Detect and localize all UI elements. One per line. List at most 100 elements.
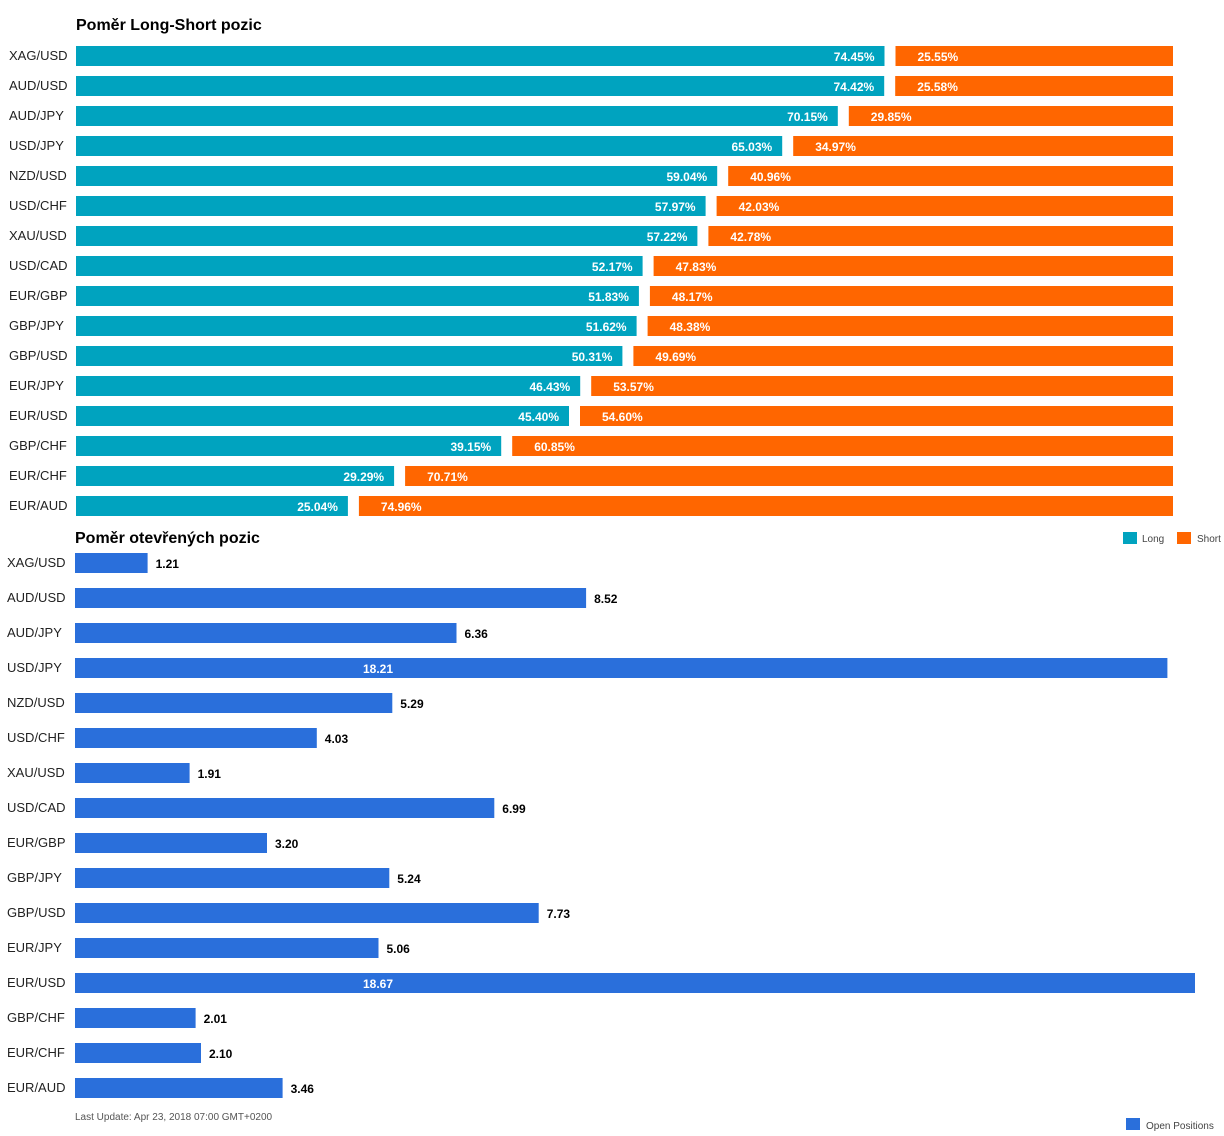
open-positions-legend: Open Positions [1126, 1118, 1214, 1132]
open-positions-bar-aud-jpy [75, 623, 457, 643]
long-value-label-eur-usd: 45.40% [518, 410, 559, 424]
long-bar-usd-cad [76, 256, 643, 276]
ls-category-label-aud-usd: AUD/USD [9, 78, 68, 93]
last-update-text: Last Update: Apr 23, 2018 07:00 GMT+0200 [75, 1112, 273, 1123]
long-value-label-nzd-usd: 59.04% [666, 170, 707, 184]
long-value-label-gbp-jpy: 51.62% [586, 320, 627, 334]
open-positions-value-label-gbp-jpy: 5.24 [397, 872, 421, 886]
ls-category-label-usd-cad: USD/CAD [9, 258, 68, 273]
long-bar-gbp-usd [76, 346, 623, 366]
short-bar-eur-usd [580, 406, 1173, 426]
long-bar-usd-chf [76, 196, 706, 216]
long-bar-eur-aud [76, 496, 348, 516]
open-positions-bars: XAG/USD 1.21 AUD/USD 8.52 AUD/JPY 6.36 USD/JPY… [7, 553, 1195, 1098]
op-category-label-gbp-chf: GBP/CHF [7, 1010, 65, 1025]
open-positions-value-label-gbp-chf: 2.01 [204, 1012, 228, 1026]
short-value-label-usd-cad: 47.83% [676, 260, 717, 274]
open-positions-bar-nzd-usd [75, 693, 393, 713]
short-bar-gbp-usd [633, 346, 1173, 366]
open-positions-bar-aud-usd [75, 588, 587, 608]
short-value-label-usd-jpy: 34.97% [815, 140, 856, 154]
short-bar-xag-usd [895, 46, 1173, 66]
long-short-bars: XAG/USD 74.45% 25.55% AUD/USD 74.42% 25.58% AU… [9, 46, 1174, 516]
long-value-label-gbp-usd: 50.31% [572, 350, 613, 364]
legend-long-label: Long [1142, 534, 1164, 545]
legend-short-swatch [1177, 532, 1191, 544]
short-bar-usd-chf [716, 196, 1173, 216]
legend-long-swatch [1123, 532, 1137, 544]
op-category-label-usd-jpy: USD/JPY [7, 660, 62, 675]
open-positions-bar-gbp-jpy [75, 868, 390, 888]
long-bar-eur-chf [76, 466, 395, 486]
open-positions-bar-eur-usd [75, 973, 1195, 993]
short-bar-gbp-jpy [647, 316, 1173, 336]
short-value-label-gbp-chf: 60.85% [534, 440, 575, 454]
open-positions-bar-xau-usd [75, 763, 190, 783]
long-bar-aud-jpy [76, 106, 838, 126]
op-category-label-nzd-usd: NZD/USD [7, 695, 65, 710]
op-category-label-eur-aud: EUR/AUD [7, 1080, 66, 1095]
open-positions-chart-title: Poměr otevřených pozic [75, 530, 260, 547]
open-positions-value-label-usd-cad: 6.99 [502, 802, 526, 816]
open-positions-bar-usd-cad [75, 798, 495, 818]
long-bar-aud-usd [76, 76, 885, 96]
long-value-label-gbp-chf: 39.15% [450, 440, 491, 454]
ls-category-label-usd-jpy: USD/JPY [9, 138, 64, 153]
long-value-label-eur-aud: 25.04% [297, 500, 338, 514]
open-positions-value-label-gbp-usd: 7.73 [547, 907, 571, 921]
short-value-label-gbp-jpy: 48.38% [670, 320, 711, 334]
long-value-label-eur-chf: 29.29% [343, 470, 384, 484]
op-category-label-usd-chf: USD/CHF [7, 730, 65, 745]
ls-category-label-nzd-usd: NZD/USD [9, 168, 67, 183]
ls-category-label-eur-usd: EUR/USD [9, 408, 68, 423]
op-category-label-eur-chf: EUR/CHF [7, 1045, 65, 1060]
long-bar-nzd-usd [76, 166, 718, 186]
short-bar-gbp-chf [512, 436, 1173, 456]
short-value-label-eur-jpy: 53.57% [613, 380, 654, 394]
long-bar-xag-usd [76, 46, 885, 66]
long-value-label-aud-jpy: 70.15% [787, 110, 828, 124]
short-bar-eur-chf [405, 466, 1174, 486]
ls-category-label-xau-usd: XAU/USD [9, 228, 67, 243]
short-value-label-aud-jpy: 29.85% [871, 110, 912, 124]
op-category-label-xau-usd: XAU/USD [7, 765, 65, 780]
open-positions-value-label-aud-usd: 8.52 [594, 592, 618, 606]
ls-category-label-gbp-usd: GBP/USD [9, 348, 68, 363]
op-category-label-gbp-jpy: GBP/JPY [7, 870, 62, 885]
short-value-label-xau-usd: 42.78% [730, 230, 771, 244]
open-positions-bar-eur-jpy [75, 938, 379, 958]
short-bar-eur-gbp [649, 286, 1173, 306]
long-bar-eur-gbp [76, 286, 639, 306]
legend-open-positions-swatch [1126, 1118, 1140, 1130]
op-category-label-eur-usd: EUR/USD [7, 975, 66, 990]
op-category-label-aud-usd: AUD/USD [7, 590, 66, 605]
open-positions-bar-eur-aud [75, 1078, 283, 1098]
ls-category-label-gbp-jpy: GBP/JPY [9, 318, 64, 333]
open-positions-value-label-eur-chf: 2.10 [209, 1047, 233, 1061]
open-positions-bar-eur-gbp [75, 833, 267, 853]
short-value-label-eur-aud: 74.96% [381, 500, 422, 514]
open-positions-bar-eur-chf [75, 1043, 201, 1063]
open-positions-bar-usd-jpy [75, 658, 1168, 678]
open-positions-value-label-xag-usd: 1.21 [156, 557, 180, 571]
long-short-legend: Long Short [1123, 532, 1221, 545]
long-value-label-usd-jpy: 65.03% [731, 140, 772, 154]
open-positions-bar-usd-chf [75, 728, 317, 748]
long-bar-gbp-chf [76, 436, 502, 456]
op-category-label-usd-cad: USD/CAD [7, 800, 66, 815]
long-value-label-xau-usd: 57.22% [647, 230, 688, 244]
long-value-label-usd-cad: 52.17% [592, 260, 633, 274]
ls-category-label-aud-jpy: AUD/JPY [9, 108, 64, 123]
legend-open-positions-label: Open Positions [1146, 1121, 1214, 1132]
legend-short-label: Short [1197, 534, 1221, 545]
op-category-label-gbp-usd: GBP/USD [7, 905, 66, 920]
short-bar-usd-jpy [793, 136, 1173, 156]
ls-category-label-eur-jpy: EUR/JPY [9, 378, 64, 393]
short-bar-aud-jpy [848, 106, 1173, 126]
op-category-label-eur-jpy: EUR/JPY [7, 940, 62, 955]
long-bar-usd-jpy [76, 136, 783, 156]
short-bar-eur-aud [358, 496, 1173, 516]
open-positions-value-label-xau-usd: 1.91 [198, 767, 222, 781]
open-positions-value-label-nzd-usd: 5.29 [400, 697, 424, 711]
